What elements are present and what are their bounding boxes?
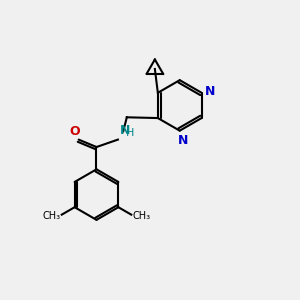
Text: N: N xyxy=(119,124,130,137)
Text: H: H xyxy=(126,128,135,138)
Text: N: N xyxy=(178,134,188,147)
Text: N: N xyxy=(205,85,215,98)
Text: CH₃: CH₃ xyxy=(133,211,151,221)
Text: O: O xyxy=(70,125,80,138)
Text: CH₃: CH₃ xyxy=(42,211,60,221)
